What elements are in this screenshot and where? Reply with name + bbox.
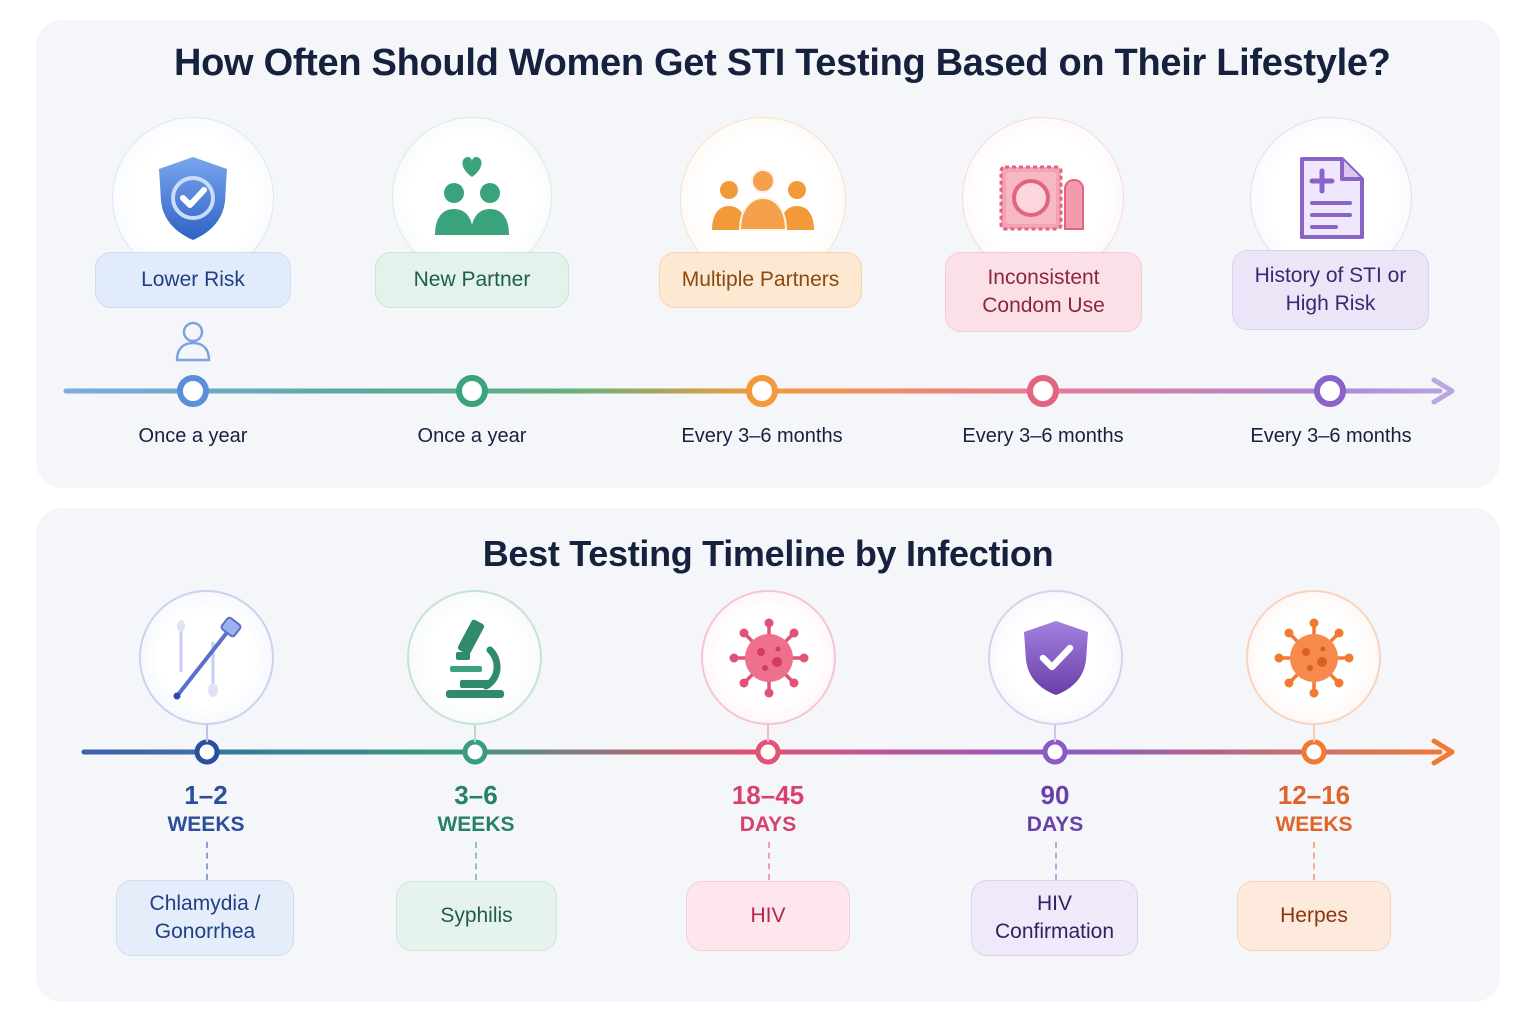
multiple-partners-node <box>746 375 778 407</box>
high-risk-frequency: Every 3–6 months <box>1250 425 1412 447</box>
chlamydia-time-unit: WEEKS <box>167 813 245 836</box>
herpes-node <box>1301 739 1327 765</box>
hiv-label: HIV <box>686 881 850 951</box>
herpes-circle <box>1246 590 1381 725</box>
chlamydia-label: Chlamydia / Gonorrhea <box>116 880 294 956</box>
chlamydia-node <box>194 739 220 765</box>
syphilis-time-number: 3–6 <box>454 780 498 810</box>
couple-heart-icon <box>427 155 517 239</box>
new-partner-label: New Partner <box>375 252 569 308</box>
hiv-time-number: 18–45 <box>731 780 805 810</box>
hiv-confirmation-circle <box>988 590 1123 725</box>
syphilis-label: Syphilis <box>396 881 557 951</box>
new-partner-circle <box>392 117 552 277</box>
infection-title: Best Testing Timeline by Infection <box>482 533 1054 574</box>
herpes-time-unit: WEEKS <box>1275 813 1353 836</box>
virus-orange-icon <box>1272 616 1356 700</box>
virus-pink-icon <box>727 616 811 700</box>
medical-document-icon <box>1296 155 1366 241</box>
person-icon <box>174 320 212 367</box>
herpes-connector <box>1313 842 1315 880</box>
condom-use-node <box>1027 375 1059 407</box>
high-risk-label: History of STI or High Risk <box>1232 250 1429 330</box>
hiv-connector <box>768 842 770 880</box>
herpes-label: Herpes <box>1237 881 1391 951</box>
hiv-confirmation-connector <box>1055 842 1057 880</box>
new-partner-node <box>456 375 488 407</box>
multiple-partners-label: Multiple Partners <box>659 252 862 308</box>
hiv-confirmation-time-number: 90 <box>1040 780 1070 810</box>
syphilis-circle <box>407 590 542 725</box>
syphilis-connector <box>475 842 477 880</box>
condom-use-label: Inconsistent Condom Use <box>945 252 1142 332</box>
chlamydia-time-number: 1–2 <box>184 780 228 810</box>
syphilis-time-unit: WEEKS <box>437 813 515 836</box>
lower-risk-frequency: Once a year <box>138 425 248 447</box>
hiv-confirmation-node <box>1042 739 1068 765</box>
condom-wrapper-icon <box>997 163 1089 233</box>
hiv-confirmation-label: HIV Confirmation <box>971 880 1138 956</box>
shield-check-purple-icon <box>1020 618 1092 698</box>
lifestyle-title: How Often Should Women Get STI Testing B… <box>174 42 1391 84</box>
syphilis-node <box>462 739 488 765</box>
chlamydia-connector <box>206 842 208 880</box>
lower-risk-label: Lower Risk <box>95 252 291 308</box>
hiv-node <box>755 739 781 765</box>
multiple-partners-frequency: Every 3–6 months <box>681 425 843 447</box>
new-partner-frequency: Once a year <box>417 425 527 447</box>
herpes-time-number: 12–16 <box>1277 780 1351 810</box>
hiv-time-unit: DAYS <box>739 813 797 836</box>
swab-test-icon <box>167 616 247 700</box>
chlamydia-circle <box>139 590 274 725</box>
shield-check-icon <box>153 153 233 243</box>
hiv-confirmation-time-unit: DAYS <box>1026 813 1084 836</box>
group-people-icon <box>710 168 816 232</box>
high-risk-node <box>1314 375 1346 407</box>
lower-risk-node <box>177 375 209 407</box>
hiv-circle <box>701 590 836 725</box>
microscope-icon <box>442 616 508 700</box>
condom-use-frequency: Every 3–6 months <box>962 425 1124 447</box>
